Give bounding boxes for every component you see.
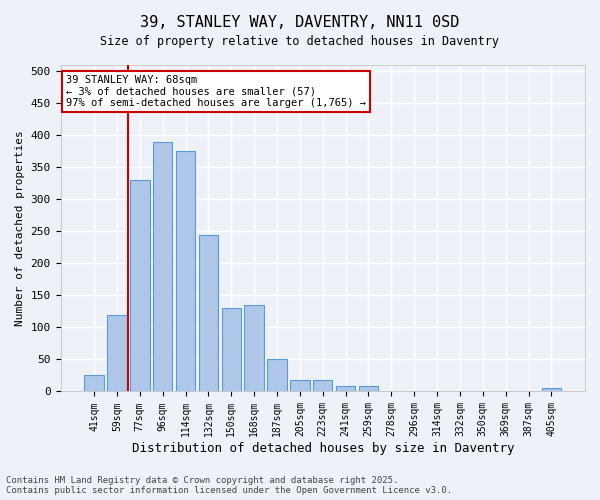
Y-axis label: Number of detached properties: Number of detached properties [15,130,25,326]
Text: 39 STANLEY WAY: 68sqm
← 3% of detached houses are smaller (57)
97% of semi-detac: 39 STANLEY WAY: 68sqm ← 3% of detached h… [66,75,366,108]
Bar [153,142,172,392]
X-axis label: Distribution of detached houses by size in Daventry: Distribution of detached houses by size … [131,442,514,455]
Bar [176,152,195,392]
Bar [542,388,561,392]
Bar [290,380,310,392]
Text: Size of property relative to detached houses in Daventry: Size of property relative to detached ho… [101,35,499,48]
Bar [107,314,127,392]
Text: Contains HM Land Registry data © Crown copyright and database right 2025.
Contai: Contains HM Land Registry data © Crown c… [6,476,452,495]
Text: 39, STANLEY WAY, DAVENTRY, NN11 0SD: 39, STANLEY WAY, DAVENTRY, NN11 0SD [140,15,460,30]
Bar [130,180,149,392]
Bar [336,386,355,392]
Bar [268,360,287,392]
Bar [221,308,241,392]
Bar [85,376,104,392]
Bar [313,380,332,392]
Bar [199,234,218,392]
Bar [244,305,264,392]
Bar [359,386,378,392]
